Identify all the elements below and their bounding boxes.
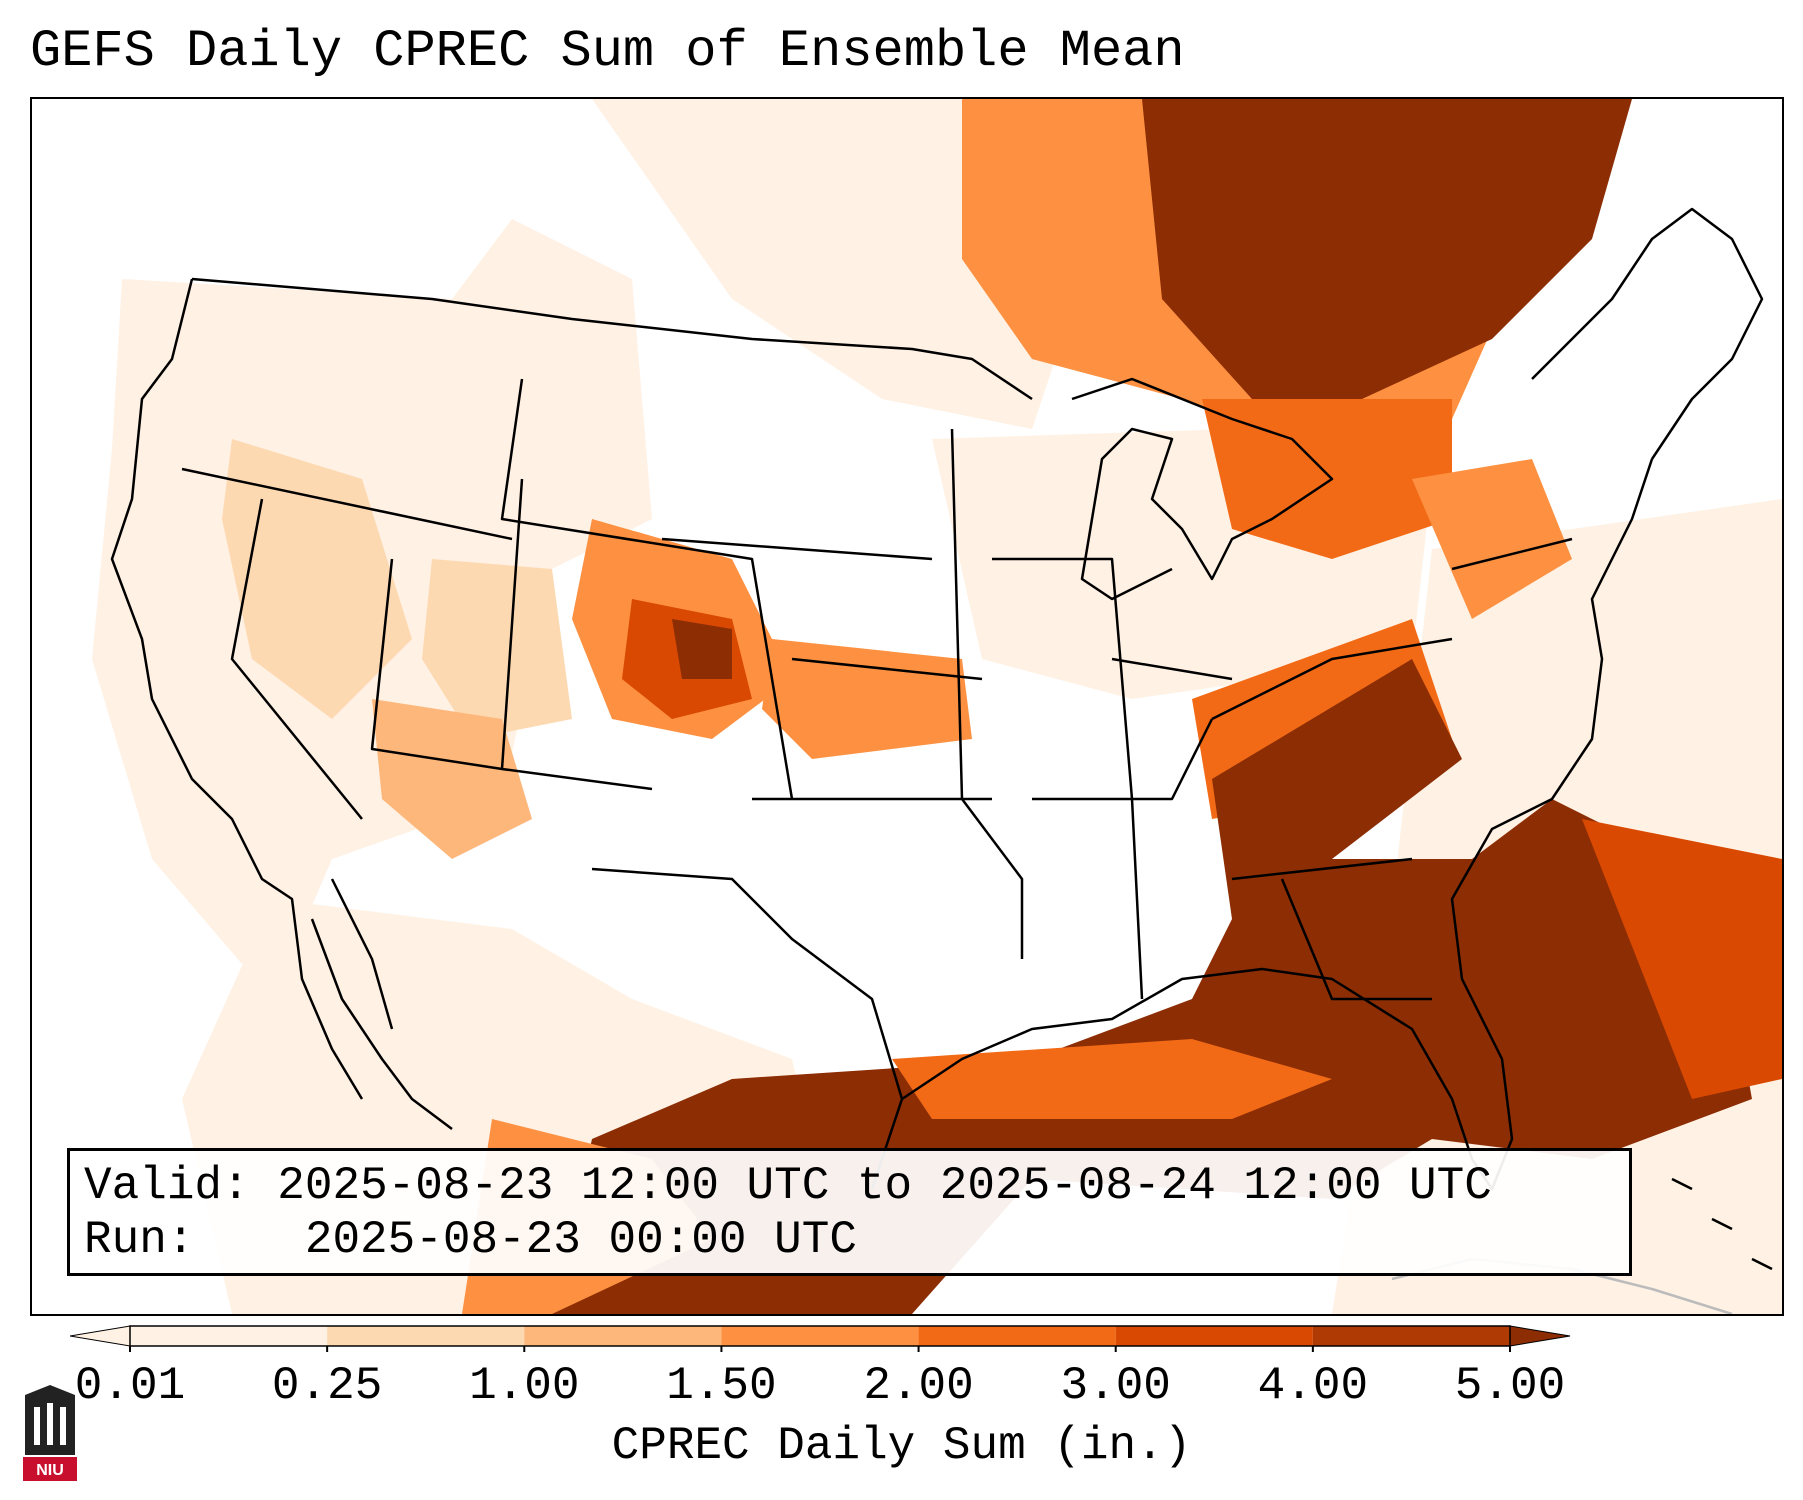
colorbar-extend-max [1509, 1325, 1571, 1347]
colorbar-label: CPREC Daily Sum (in.) [611, 1420, 1192, 1472]
colorbar-tick-label: 0.25 [271, 1360, 383, 1412]
baja-coastline [310, 878, 453, 1130]
precip-moderate-atlantic [1582, 819, 1782, 1099]
colorbar-tick-label: 2.00 [863, 1360, 974, 1412]
colorbar-tick-label: 4.00 [1257, 1360, 1369, 1412]
colorbar-segment [1115, 1326, 1313, 1346]
state-borders-west [181, 378, 992, 820]
colorbar-extend-min [70, 1325, 131, 1347]
precip-pale-nevada [222, 439, 412, 719]
precip-extreme-colorado [672, 619, 732, 679]
run-value: 2025-08-23 00:00 UTC [304, 1214, 857, 1266]
texas-border [591, 867, 904, 1190]
precip-medium-arizona [372, 699, 532, 859]
map-canvas [92, 99, 1782, 1314]
precip-pale-utah [422, 559, 572, 739]
colorbar-segment [130, 1326, 328, 1346]
validity-info-box: Valid: 2025-08-23 12:00 UTC to 2025-08-2… [67, 1148, 1632, 1276]
bahamas-islands [1671, 1177, 1773, 1271]
canada-us-border [191, 277, 1033, 401]
precip-strong-gulf-band [892, 1039, 1332, 1119]
page-title: GEFS Daily CPREC Sum of Ensemble Mean [30, 22, 1185, 81]
colorbar-ticks [129, 1346, 1511, 1352]
niu-logo: NIU [23, 1385, 77, 1481]
colorbar-segment [721, 1326, 919, 1346]
colorbar-segment [1312, 1326, 1510, 1346]
colorbar-tick-label: 5.00 [1454, 1360, 1566, 1412]
colorbar-segment [918, 1326, 1116, 1346]
west-coastline [110, 278, 364, 1100]
colorbar-outline [129, 1325, 1511, 1347]
colorbar-segments [70, 1325, 1571, 1347]
run-label: Run: [84, 1214, 195, 1266]
colorbar [70, 1325, 1571, 1352]
precipitation-map [30, 97, 1784, 1316]
colorbar-tick-label: 1.50 [666, 1360, 777, 1412]
northeast-coastline [1531, 207, 1764, 460]
colorbar-segment [327, 1326, 525, 1346]
valid-value: 2025-08-23 12:00 UTC to 2025-08-24 12:00… [277, 1160, 1492, 1212]
valid-label: Valid: [84, 1160, 250, 1212]
state-borders-central [950, 428, 1233, 1000]
svg-text:NIU: NIU [36, 1462, 64, 1479]
precip-light-north [592, 99, 1082, 429]
precip-strong-greatlakes [1202, 399, 1452, 559]
colorbar-tick-label: 0.01 [74, 1360, 186, 1412]
precip-extreme-canada [1142, 99, 1632, 399]
state-borders-east [1211, 537, 1573, 1001]
precip-field [92, 99, 1782, 1314]
great-lakes-outline [1071, 377, 1334, 601]
colorbar-tick-label: 1.00 [469, 1360, 580, 1412]
precip-medium-kansas [762, 639, 972, 759]
colorbar-segment [524, 1326, 722, 1346]
colorbar-tick-label: 3.00 [1060, 1360, 1171, 1412]
precip-moderate-east [1412, 459, 1572, 619]
